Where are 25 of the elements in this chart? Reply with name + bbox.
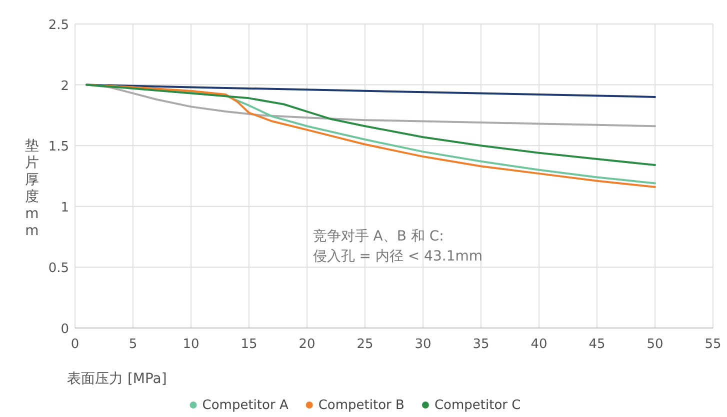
x-tick-label: 25 [356, 337, 374, 352]
y-tick-label: 2 [60, 78, 69, 94]
y-tick-label: 1 [60, 200, 69, 216]
annotation: 竞争对手 A、B 和 C: 侵入孔 = 内径 < 43.1mm [312, 228, 483, 264]
x-tick-label: 45 [588, 337, 606, 352]
x-tick-label: 40 [530, 337, 548, 352]
x-tick-label: 55 [704, 337, 722, 352]
x-tick-label: 0 [70, 337, 80, 352]
x-tick-label: 20 [298, 337, 316, 352]
legend-label: Competitor A [202, 398, 288, 413]
y-axis-title: 垫片厚度mm [25, 138, 39, 239]
legend-label: Competitor B [318, 398, 404, 413]
x-tick-label: 35 [472, 337, 490, 352]
x-axis-title: 表面压力 [MPa] [67, 371, 167, 387]
x-tick-label: 30 [414, 337, 432, 352]
legend-label: Competitor C [434, 398, 521, 413]
y-tick-label: 0.5 [48, 261, 69, 276]
y-tick-label: 0 [60, 322, 69, 337]
y-tick-label: 2.5 [48, 18, 69, 33]
x-tick-label: 5 [128, 337, 138, 352]
line-series [86, 84, 656, 166]
x-tick-label: 10 [182, 337, 200, 352]
y-tick-label: 1.5 [48, 140, 69, 155]
x-tick-label: 50 [646, 337, 664, 352]
x-tick-label: 15 [240, 337, 258, 352]
